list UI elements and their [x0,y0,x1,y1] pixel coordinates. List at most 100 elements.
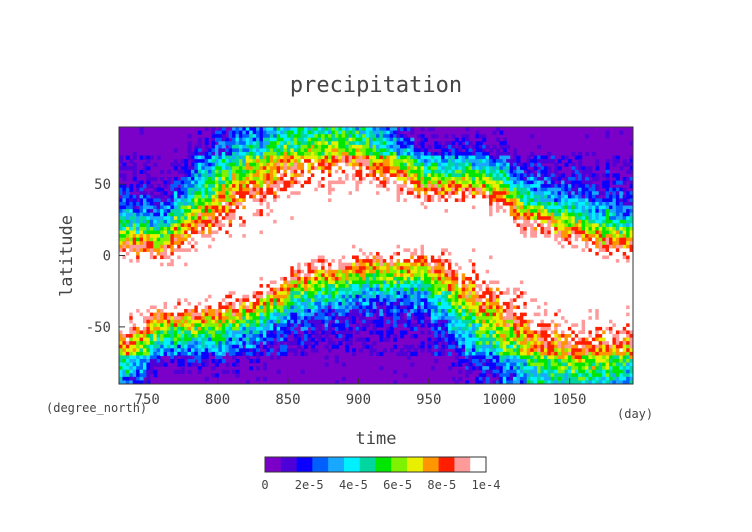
heatmap-cell [252,198,257,203]
heatmap-cell [177,344,182,349]
heatmap-cell [122,259,127,264]
heatmap-cell [160,323,165,328]
heatmap-cell [190,184,195,189]
heatmap-cell [163,276,168,282]
heatmap-cell [146,159,151,164]
heatmap-cell [376,234,381,239]
heatmap-cell [283,309,288,314]
heatmap-cell [393,298,398,303]
heatmap-cell [317,219,322,224]
heatmap-cell [310,294,315,299]
heatmap-cell [256,148,261,153]
heatmap-cell [166,223,171,228]
heatmap-cell [293,169,298,174]
heatmap-cell [163,344,168,349]
heatmap-cell [266,280,271,285]
heatmap-cell [334,159,339,164]
heatmap-cell [369,234,374,239]
heatmap-cell [238,198,243,203]
heatmap-cell [166,273,171,278]
heatmap-cell [232,248,237,253]
heatmap-cell [173,369,178,374]
heatmap-cell [307,337,312,342]
heatmap-cell [201,287,206,292]
heatmap-cell [180,244,185,249]
heatmap-cell [245,166,250,171]
heatmap-cell [341,155,346,160]
heatmap-cell [355,230,360,235]
heatmap-cell [187,359,192,364]
heatmap-cell [321,298,326,303]
heatmap-cell [396,212,401,217]
heatmap-cell [190,301,195,307]
heatmap-cell [369,216,374,221]
heatmap-cell [379,144,384,150]
heatmap-cell [314,287,319,292]
heatmap-cell [297,287,302,292]
heatmap-cell [119,244,124,249]
heatmap-cell [389,291,394,296]
heatmap-cell [132,309,137,314]
heatmap-cell [269,326,274,332]
heatmap-cell [379,301,384,307]
heatmap-cell [355,134,360,139]
heatmap-cell [132,194,137,199]
heatmap-cell [273,269,278,274]
heatmap-cell [365,166,370,171]
heatmap-cell [225,230,230,235]
heatmap-cell [334,141,339,146]
heatmap-cell [293,341,298,346]
heatmap-cell [300,180,305,185]
heatmap-cell [225,266,230,271]
heatmap-cell [180,366,185,371]
heatmap-cell [262,191,267,196]
heatmap-cell [252,323,257,328]
heatmap-cell [194,148,199,153]
heatmap-cell [396,287,401,292]
heatmap-cell [276,223,281,228]
heatmap-cell [166,276,171,282]
heatmap-cell [382,348,387,353]
heatmap-cell [197,162,202,167]
heatmap-cell [232,184,237,189]
heatmap-cell [393,176,398,182]
heatmap-cell [358,337,363,342]
heatmap-cell [365,191,370,196]
heatmap-cell [341,226,346,232]
heatmap-cell [369,134,374,139]
heatmap-cell [197,301,202,307]
heatmap-cell [242,298,247,303]
heatmap-cell [382,284,387,289]
heatmap-cell [310,162,315,167]
heatmap-cell [352,262,357,267]
heatmap-cell [369,209,374,214]
heatmap-cell [396,276,401,282]
heatmap-cell [125,205,130,210]
heatmap-cell [376,187,381,192]
heatmap-cell [379,223,384,228]
heatmap-cell [386,330,391,335]
heatmap-cell [382,230,387,235]
heatmap-cell [345,301,350,307]
heatmap-cell [280,201,285,207]
heatmap-cell [396,316,401,321]
heatmap-cell [122,284,127,289]
heatmap-cell [125,226,130,232]
heatmap-cell [389,141,394,146]
heatmap-cell [221,194,226,199]
heatmap-cell [365,201,370,207]
heatmap-cell [365,223,370,228]
heatmap-cell [228,162,233,167]
heatmap-cell [156,348,161,353]
heatmap-cell [146,180,151,185]
heatmap-cell [184,184,189,189]
heatmap-cell [376,287,381,292]
heatmap-cell [132,348,137,353]
heatmap-cell [331,248,336,253]
heatmap-cell [180,362,185,367]
heatmap-cell [235,287,240,292]
heatmap-cell [139,309,144,314]
heatmap-cell [266,341,271,346]
heatmap-cell [369,226,374,232]
heatmap-cell [214,187,219,192]
